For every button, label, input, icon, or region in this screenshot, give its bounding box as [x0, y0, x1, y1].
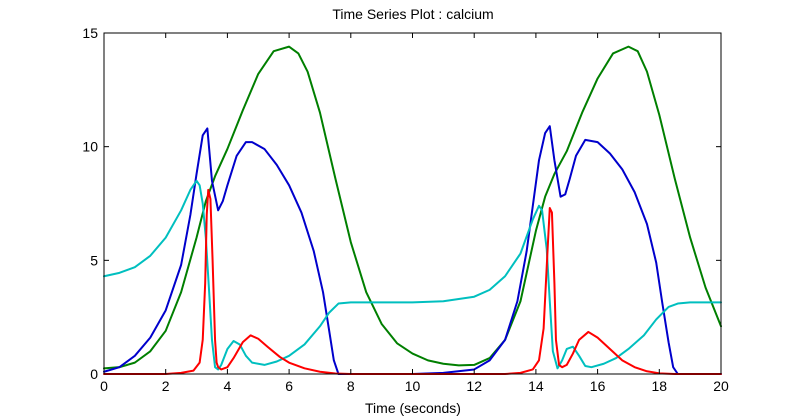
- x-tick-label: 18: [652, 378, 668, 394]
- x-tick-label: 20: [713, 378, 729, 394]
- x-tick-label: 12: [466, 378, 482, 394]
- plot-frame: [103, 32, 722, 375]
- y-tick-label: 0: [90, 366, 98, 382]
- x-tick-label: 10: [405, 378, 421, 394]
- x-axis-ticks: 0 2 4 6 8 10 12 14 16 18 20: [100, 33, 729, 394]
- y-tick-label: 5: [90, 252, 98, 268]
- x-axis-label: Time (seconds): [365, 400, 461, 416]
- x-tick-label: 8: [347, 378, 355, 394]
- x-tick-label: 4: [224, 378, 232, 394]
- x-tick-label: 14: [528, 378, 544, 394]
- series-layer: [103, 45, 722, 375]
- x-tick-label: 16: [590, 378, 606, 394]
- x-tick-label: 2: [162, 378, 170, 394]
- y-tick-label: 15: [82, 25, 98, 41]
- plot-frame-border: [103, 32, 722, 375]
- series-line-cyan: [103, 179, 722, 371]
- x-tick-label: 0: [100, 378, 108, 394]
- y-tick-label: 10: [82, 139, 98, 155]
- x-tick-label: 6: [285, 378, 293, 394]
- chart-title: Time Series Plot : calcium: [332, 6, 493, 22]
